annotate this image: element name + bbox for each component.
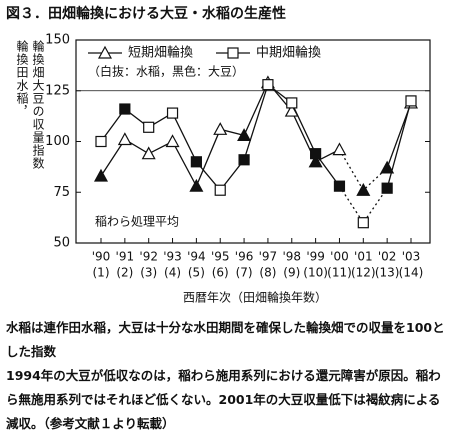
x-tick-sublabel: (4) — [164, 266, 181, 280]
x-tick-label: '90 — [92, 250, 111, 264]
x-tick-label: '03 — [402, 250, 421, 264]
marker — [97, 45, 113, 59]
x-tick-sublabel: (10) — [303, 266, 328, 280]
y-tick-label: 50 — [53, 236, 70, 251]
x-tick-label: '99 — [306, 250, 325, 264]
chart-title: 図３．田畑輪換における大豆・水稲の生産性 — [6, 5, 286, 22]
legend-label: 中期畑輪換 — [256, 45, 321, 61]
y-tick-label: 150 — [45, 33, 70, 48]
series-line — [338, 185, 388, 224]
marker — [356, 182, 371, 196]
y-tick-label: 100 — [45, 134, 70, 149]
marker — [333, 180, 346, 192]
x-tick-label: '91 — [116, 250, 135, 264]
x-tick-sublabel: (3) — [140, 266, 157, 280]
marker — [310, 148, 322, 160]
marker — [286, 97, 298, 109]
marker — [190, 156, 202, 168]
marker — [143, 121, 155, 133]
marker — [227, 47, 239, 59]
marker — [213, 122, 228, 135]
marker — [95, 135, 107, 148]
marker — [189, 178, 204, 192]
x-tick-sublabel: (14) — [399, 266, 424, 280]
caption-text: 水稲は連作田水稲，大豆は十分な水田期間を確保した輪換畑での収量を100とした指数 — [6, 320, 445, 359]
caption-text: 1994年の大豆が低収なのは，稲わら施用系列における還元障害が原因。稲わら無施用… — [6, 368, 441, 431]
marker — [357, 217, 369, 229]
x-tick-label: '97 — [259, 250, 278, 264]
x-tick-label: '98 — [282, 250, 301, 264]
x-tick-label: '95 — [211, 250, 230, 264]
marker — [262, 79, 274, 91]
x-tick-label: '00 — [330, 250, 349, 264]
chart: 図３．田畑輪換における大豆・水稲の生産性 輪換田水稲， 輪換畑大豆の収量指数 西… — [6, 5, 431, 305]
x-tick-sublabel: (2) — [116, 266, 133, 280]
legend-note: （白抜：水稲，黒色：大豆） — [88, 64, 244, 79]
x-axis-label: 西暦年次（田畑輪換年数） — [183, 290, 327, 305]
caption: 水稲は連作田水稲，大豆は十分な水田期間を確保した輪換畑での収量を100とした指数… — [6, 316, 446, 436]
x-tick-sublabel: (13) — [375, 266, 400, 280]
legend-label: 短期畑輪換 — [128, 45, 193, 61]
marker — [332, 142, 347, 156]
x-tick-sublabel: (1) — [93, 266, 110, 280]
annotation: 稲わら処理平均 — [95, 215, 179, 229]
marker — [119, 103, 131, 115]
x-tick-sublabel: (11) — [327, 266, 352, 280]
x-tick-label: '02 — [378, 250, 397, 264]
x-tick-sublabel: (5) — [188, 266, 205, 280]
y-tick-label: 75 — [53, 185, 70, 200]
x-tick-sublabel: (7) — [236, 266, 253, 280]
y-axis-label: 輪換畑大豆の収量指数 — [31, 39, 45, 170]
marker — [117, 132, 132, 146]
x-tick-label: '01 — [354, 250, 373, 264]
marker — [165, 134, 180, 148]
x-tick-sublabel: (12) — [351, 266, 376, 280]
marker — [93, 168, 109, 182]
y-tick-label: 125 — [45, 83, 70, 98]
x-tick-label: '93 — [163, 250, 182, 264]
y-axis-label: 輪換田水稲， — [15, 39, 29, 118]
marker — [237, 128, 252, 142]
x-tick-sublabel: (8) — [259, 266, 276, 280]
series-line — [386, 100, 412, 189]
marker — [166, 107, 179, 119]
marker — [380, 160, 395, 174]
marker — [141, 146, 156, 160]
x-tick-label: '92 — [139, 250, 158, 264]
series-line — [338, 149, 388, 192]
marker — [405, 95, 417, 107]
marker — [238, 154, 250, 166]
marker — [308, 154, 323, 168]
marker — [214, 184, 226, 196]
x-tick-label: '96 — [235, 250, 254, 264]
x-tick-sublabel: (6) — [212, 266, 229, 280]
marker — [381, 182, 393, 194]
x-tick-sublabel: (9) — [283, 266, 300, 280]
x-tick-label: '94 — [187, 250, 206, 264]
